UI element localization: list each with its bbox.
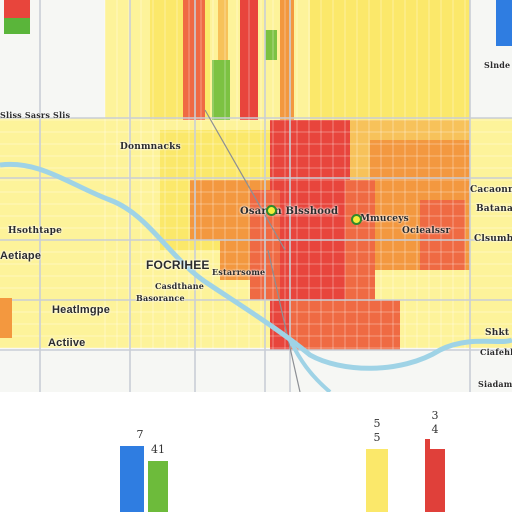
diagonal-road (267, 249, 301, 392)
river-branch (288, 339, 332, 392)
label-sub-3: Basorance (136, 293, 185, 303)
label-se-3: Siadamee (478, 379, 512, 389)
label-west-1: Hsothtape (8, 226, 63, 236)
diagonal-road (204, 109, 286, 251)
top-right-blue-swatch (496, 0, 512, 46)
heat-green-cell (265, 30, 277, 60)
top-left-red-swatch (4, 0, 30, 18)
legend-panel: 7 41 5 5 3 4 (0, 392, 512, 512)
heat-green-cell (212, 60, 230, 120)
legend-bar-4[interactable] (425, 449, 445, 512)
label-east-3: Clsumbalet (474, 234, 512, 244)
heat-north-yellow-east (310, 0, 470, 120)
legend-bar-accent (425, 439, 430, 449)
label-sub-1: Estarrsome (212, 267, 266, 277)
heat-red-orange-east (420, 200, 465, 270)
heat-red-orange-south (290, 300, 400, 350)
label-west-4: Actiive (48, 337, 86, 349)
legend-bar-label-1: 7 (136, 428, 144, 441)
legend-bar-label-2: 41 (151, 443, 165, 456)
label-west-3: Heatlmgpe (52, 304, 111, 316)
left-orange-strip (0, 298, 12, 338)
label-top-strip: Sliss Sasrs Slis (0, 110, 71, 120)
label-west-2: Aetiape (0, 250, 42, 262)
heatmap-map[interactable]: Donmnacks Osarun Blsshood Mmuceys Ocieal… (0, 0, 512, 392)
label-east-1: Cacaonne (470, 185, 512, 195)
river (0, 161, 512, 371)
label-east-2: Batanatnd (476, 204, 512, 214)
legend-bar-label-3: 5 5 (373, 417, 381, 444)
label-district-north: Donmnacks (120, 142, 181, 152)
label-se-1: Shkt (485, 328, 510, 338)
heat-orange-column (280, 0, 294, 120)
legend-bar-2[interactable] (148, 461, 168, 512)
location-marker-center[interactable] (266, 205, 277, 216)
label-sub-2: Casdthane (155, 281, 205, 291)
label-city-center: Osarun Blsshood (240, 206, 339, 217)
label-se-2: Ciafehhee (480, 347, 512, 357)
heat-red-column (183, 0, 205, 120)
heat-light-orange-column (218, 0, 228, 60)
label-east-district: Mmuceys (360, 214, 409, 224)
legend-bar-label-4: 3 4 (431, 409, 439, 436)
legend-bar-3[interactable] (366, 449, 388, 512)
heat-red-column (240, 0, 258, 120)
legend-bar-1[interactable] (120, 446, 144, 512)
heatmap-layer (0, 0, 512, 392)
map-title: FOCRIHEE (146, 258, 210, 272)
top-left-green-swatch (4, 18, 30, 34)
label-tr-1: Slnde (484, 60, 511, 70)
label-south-district: Ociealssr (402, 226, 451, 236)
location-marker-east[interactable] (351, 214, 362, 225)
